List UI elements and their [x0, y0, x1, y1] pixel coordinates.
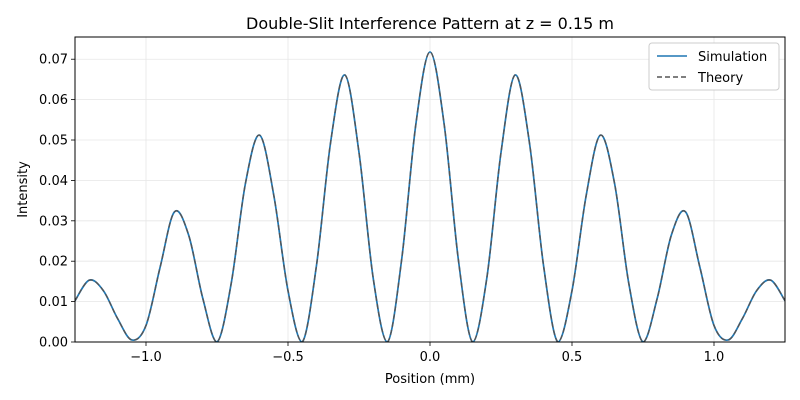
- y-axis: 0.00 0.01 0.02 0.03 0.04 0.05 0.06 0.07: [39, 53, 75, 351]
- x-tick-label: 1.0: [704, 350, 725, 365]
- x-tick-label: −0.5: [272, 350, 304, 365]
- legend-box: [648, 42, 780, 91]
- y-tick-label: 0.06: [39, 93, 68, 108]
- y-tick-label: 0.01: [39, 295, 68, 310]
- y-tick-label: 0.05: [39, 134, 68, 149]
- x-tick-label: 0.0: [420, 350, 441, 365]
- legend: Simulation Theory: [648, 42, 780, 91]
- y-axis-label: Intensity: [16, 161, 31, 218]
- series-layer: [75, 51, 785, 342]
- x-axis-label: Position (mm): [385, 372, 475, 387]
- y-tick-label: 0.00: [39, 336, 68, 351]
- y-tick-label: 0.07: [39, 53, 68, 68]
- series-line-theory: [75, 51, 785, 342]
- y-tick-label: 0.03: [39, 214, 68, 229]
- legend-label-theory: Theory: [697, 71, 743, 86]
- y-tick-label: 0.02: [39, 255, 68, 270]
- x-axis: −1.0 −0.5 0.0 0.5 1.0: [130, 342, 724, 365]
- chart-title: Double-Slit Interference Pattern at z = …: [246, 14, 614, 33]
- legend-label-simulation: Simulation: [698, 50, 767, 65]
- y-tick-label: 0.04: [39, 174, 68, 189]
- x-tick-label: 0.5: [562, 350, 583, 365]
- x-tick-label: −1.0: [130, 350, 162, 365]
